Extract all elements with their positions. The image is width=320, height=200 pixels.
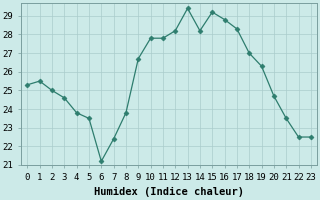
X-axis label: Humidex (Indice chaleur): Humidex (Indice chaleur) xyxy=(94,187,244,197)
